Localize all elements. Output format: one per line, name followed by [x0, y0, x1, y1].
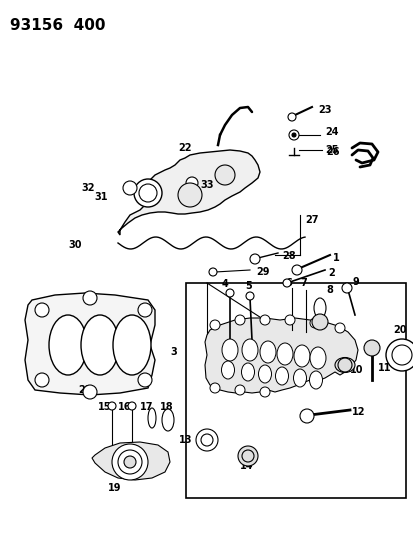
Text: 16: 16 — [118, 402, 131, 412]
Bar — [185, 283, 405, 498]
Ellipse shape — [259, 341, 275, 363]
Circle shape — [309, 318, 319, 328]
Circle shape — [123, 181, 137, 195]
Text: 2: 2 — [327, 268, 334, 278]
Text: 5: 5 — [244, 281, 251, 291]
Circle shape — [134, 179, 161, 207]
Text: 22: 22 — [178, 143, 192, 153]
Ellipse shape — [309, 347, 325, 369]
Text: 9: 9 — [352, 277, 359, 287]
Polygon shape — [204, 318, 357, 393]
Circle shape — [235, 315, 244, 325]
Text: 93156  400: 93156 400 — [10, 18, 105, 33]
Text: 15: 15 — [98, 402, 111, 412]
Circle shape — [124, 456, 136, 468]
Circle shape — [209, 268, 216, 276]
Circle shape — [334, 323, 344, 333]
Text: 4: 4 — [221, 279, 228, 289]
Circle shape — [108, 402, 116, 410]
Text: 23: 23 — [317, 105, 331, 115]
Circle shape — [112, 444, 147, 480]
Text: 18: 18 — [159, 402, 173, 412]
Text: 24: 24 — [324, 127, 338, 137]
Text: 17: 17 — [140, 402, 153, 412]
Text: 11: 11 — [377, 363, 391, 373]
Text: 14: 14 — [240, 461, 253, 471]
Text: 8: 8 — [325, 285, 332, 295]
Ellipse shape — [221, 339, 237, 361]
Ellipse shape — [241, 363, 254, 381]
Text: 1: 1 — [332, 253, 339, 263]
Text: 31: 31 — [94, 192, 108, 202]
Circle shape — [259, 315, 269, 325]
Circle shape — [287, 113, 295, 121]
Ellipse shape — [334, 358, 354, 373]
Circle shape — [178, 183, 202, 207]
Text: 12: 12 — [351, 407, 365, 417]
Circle shape — [249, 254, 259, 264]
Circle shape — [237, 446, 257, 466]
Text: 32: 32 — [81, 183, 95, 193]
Circle shape — [35, 303, 49, 317]
Text: 10: 10 — [349, 365, 363, 375]
Ellipse shape — [313, 298, 325, 318]
Text: 7: 7 — [299, 278, 306, 288]
Circle shape — [245, 292, 254, 300]
Circle shape — [35, 373, 49, 387]
Circle shape — [259, 387, 269, 397]
Circle shape — [138, 303, 152, 317]
Ellipse shape — [113, 315, 151, 375]
Circle shape — [235, 385, 244, 395]
Circle shape — [209, 320, 219, 330]
Ellipse shape — [147, 408, 156, 428]
Text: 20: 20 — [392, 325, 406, 335]
Circle shape — [185, 177, 197, 189]
Text: 30: 30 — [68, 240, 82, 250]
Circle shape — [83, 291, 97, 305]
Ellipse shape — [221, 361, 234, 379]
Ellipse shape — [161, 409, 173, 431]
Circle shape — [83, 385, 97, 399]
Text: 27: 27 — [304, 215, 318, 225]
Text: 6: 6 — [284, 278, 291, 288]
Circle shape — [214, 165, 235, 185]
Text: 13: 13 — [178, 435, 192, 445]
Circle shape — [291, 133, 295, 137]
Circle shape — [291, 265, 301, 275]
Circle shape — [225, 289, 233, 297]
Circle shape — [138, 373, 152, 387]
Ellipse shape — [293, 345, 309, 367]
Circle shape — [282, 279, 290, 287]
Text: 28: 28 — [281, 251, 295, 261]
Circle shape — [209, 383, 219, 393]
Ellipse shape — [258, 365, 271, 383]
Ellipse shape — [276, 343, 292, 365]
Polygon shape — [92, 442, 170, 480]
Circle shape — [195, 429, 218, 451]
Circle shape — [128, 402, 136, 410]
Text: 3: 3 — [170, 347, 177, 357]
Ellipse shape — [293, 369, 306, 387]
Ellipse shape — [49, 315, 87, 375]
Text: 29: 29 — [255, 267, 269, 277]
Circle shape — [311, 314, 327, 330]
Text: 21: 21 — [78, 385, 91, 395]
Text: 26: 26 — [326, 147, 339, 157]
Text: 19: 19 — [108, 483, 121, 493]
Ellipse shape — [275, 367, 288, 385]
Circle shape — [299, 409, 313, 423]
Circle shape — [341, 283, 351, 293]
Polygon shape — [118, 150, 259, 235]
Text: 33: 33 — [199, 180, 213, 190]
Circle shape — [284, 315, 294, 325]
Circle shape — [385, 339, 413, 371]
Ellipse shape — [81, 315, 119, 375]
Circle shape — [363, 340, 379, 356]
Text: 25: 25 — [324, 145, 338, 155]
Polygon shape — [25, 293, 154, 395]
Ellipse shape — [309, 371, 322, 389]
Ellipse shape — [242, 339, 257, 361]
